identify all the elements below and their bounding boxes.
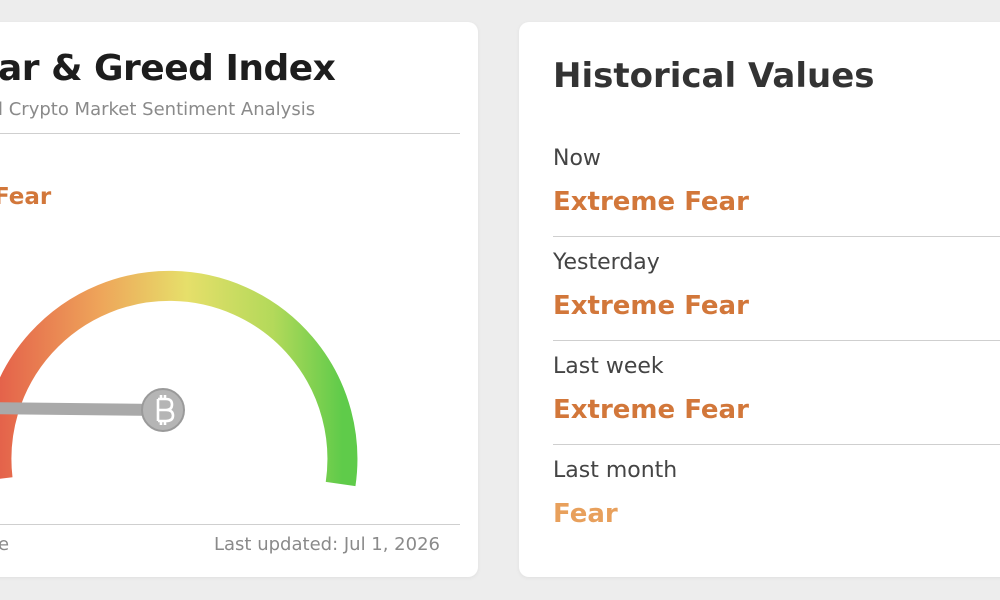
sentiment-value: Extreme Fear [553, 291, 749, 321]
history-title: Historical Values [553, 56, 875, 96]
divider [0, 133, 460, 134]
period-label: Last week [553, 354, 664, 379]
gauge [0, 270, 358, 487]
needle [0, 402, 163, 416]
sentiment-value: Extreme Fear [553, 395, 749, 425]
divider [553, 236, 1000, 237]
divider [553, 340, 1000, 341]
sentiment-label: Fear [0, 184, 52, 210]
bitcoin-glyph [156, 395, 175, 425]
card-subtitle: l Crypto Market Sentiment Analysis [0, 99, 316, 120]
period-label: Last month [553, 458, 678, 483]
sentiment-value: Extreme Fear [553, 187, 749, 217]
divider [553, 444, 1000, 445]
history-card: Historical Values Now Extreme Fear Yesterd… [519, 22, 1000, 577]
sentiment-value: Fear [553, 499, 618, 529]
last-updated: Last updated: Jul 1, 2026 [214, 534, 440, 555]
period-label: Now [553, 146, 601, 171]
divider [0, 524, 460, 525]
card-title: ar & Greed Index [0, 48, 336, 89]
gauge-arc [0, 270, 358, 487]
footer-text: e [0, 534, 10, 555]
period-label: Yesterday [553, 250, 660, 275]
index-card: ar & Greed Index l Crypto Market Sentime… [0, 22, 478, 577]
